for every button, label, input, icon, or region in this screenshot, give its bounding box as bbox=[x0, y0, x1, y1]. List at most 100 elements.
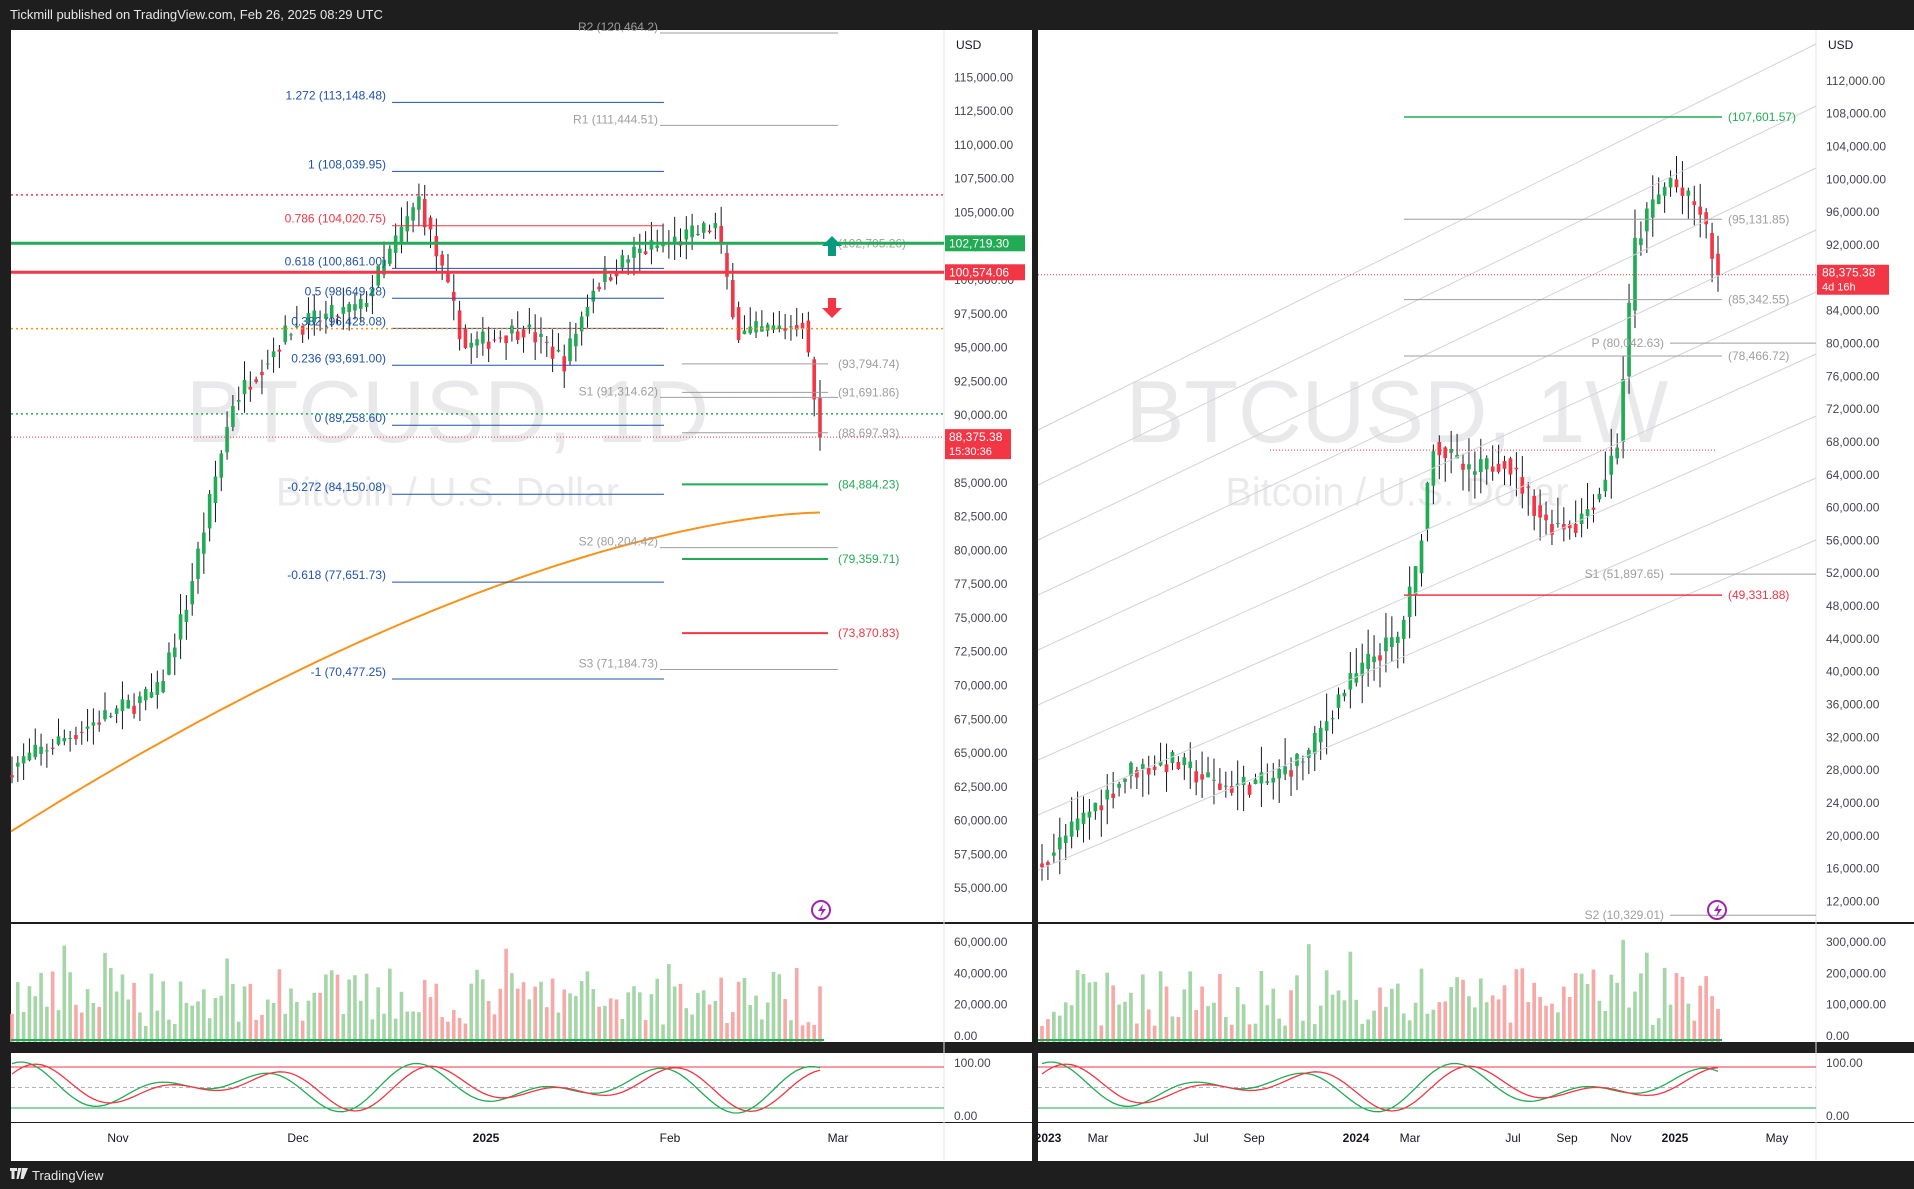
volume-bar bbox=[1585, 984, 1590, 1042]
candle-body bbox=[364, 303, 369, 308]
y-tick-label: 20,000.00 bbox=[1826, 829, 1880, 843]
volume-bar bbox=[1437, 1002, 1442, 1042]
candle-body bbox=[295, 326, 299, 328]
candle-body bbox=[1473, 471, 1477, 475]
volume-bar bbox=[167, 1019, 171, 1042]
volume-bar bbox=[324, 974, 328, 1042]
y-tick-label: 92,500.00 bbox=[954, 374, 1008, 388]
candle-body bbox=[614, 272, 619, 277]
candle-body bbox=[533, 332, 537, 343]
volume-bar bbox=[1372, 1010, 1376, 1042]
volume-bar bbox=[725, 1023, 729, 1042]
candle-body bbox=[312, 310, 317, 323]
candle-body bbox=[504, 335, 508, 344]
volume-bar bbox=[1093, 981, 1098, 1042]
candle-body bbox=[1437, 441, 1442, 456]
volume-bar bbox=[1461, 979, 1465, 1042]
y-tick-label: 24,000.00 bbox=[1826, 796, 1880, 810]
candle-body bbox=[457, 310, 462, 340]
candle-body bbox=[1490, 466, 1495, 472]
volume-bar bbox=[312, 992, 317, 1042]
alert-icon bbox=[1707, 900, 1727, 920]
candle-body bbox=[1520, 477, 1525, 494]
volume-bar bbox=[731, 1012, 735, 1042]
volume-bar bbox=[1123, 1001, 1127, 1042]
candle-body bbox=[643, 251, 648, 255]
watermark-symbol: BTCUSD, 1W bbox=[1126, 362, 1669, 461]
candle-body bbox=[1069, 821, 1074, 837]
fib-level-label: 0.786 (104,020.75) bbox=[285, 212, 386, 226]
candle-body bbox=[527, 324, 532, 328]
volume-bar bbox=[533, 986, 537, 1042]
candle-body bbox=[789, 326, 793, 328]
volume-bar bbox=[451, 1009, 456, 1042]
candle-body bbox=[521, 329, 526, 338]
x-tick-label: Mar bbox=[1400, 1131, 1421, 1145]
candle-body bbox=[1550, 524, 1554, 535]
volume-bar bbox=[97, 1006, 101, 1042]
volume-bar bbox=[818, 986, 822, 1042]
candle-body bbox=[114, 708, 119, 714]
volume-bar bbox=[1431, 1009, 1436, 1042]
volume-bar bbox=[1069, 1005, 1074, 1042]
candle-body bbox=[1401, 619, 1406, 639]
volume-bar bbox=[1271, 988, 1276, 1042]
pivot-label: R1 (111,444.51) bbox=[573, 112, 658, 126]
candle-body bbox=[539, 333, 543, 337]
volume-bar bbox=[1277, 1018, 1282, 1042]
volume-bar bbox=[1247, 1024, 1252, 1042]
candle-body bbox=[231, 406, 235, 428]
candle-body bbox=[172, 647, 177, 658]
footer-brand[interactable]: TradingView bbox=[32, 1168, 104, 1183]
channel-line bbox=[1037, 415, 1817, 761]
tradingview-logo-icon[interactable] bbox=[10, 1168, 28, 1182]
volume-bar bbox=[690, 1014, 694, 1042]
candle-body bbox=[1253, 779, 1258, 785]
volume-bar bbox=[50, 971, 55, 1042]
candle-body bbox=[1449, 449, 1453, 453]
volume-bar bbox=[504, 948, 508, 1042]
candle-body bbox=[1307, 750, 1311, 758]
candle-body bbox=[475, 339, 479, 346]
osc-d-line bbox=[11, 1063, 821, 1113]
candle-body bbox=[725, 253, 729, 277]
candle-body bbox=[120, 699, 125, 712]
candle-body bbox=[1354, 673, 1359, 683]
candle-body bbox=[515, 331, 520, 340]
pivot-label: S3 (71,184.73) bbox=[579, 656, 658, 670]
level-label: (78,466.72) bbox=[1728, 349, 1789, 363]
candle-body bbox=[1674, 179, 1679, 188]
candle-body bbox=[1538, 505, 1542, 518]
volume-bar bbox=[1164, 986, 1169, 1042]
volume-bar bbox=[422, 979, 427, 1042]
volume-bar bbox=[155, 1010, 160, 1042]
candle-body bbox=[1360, 662, 1365, 676]
volume-bar bbox=[550, 978, 555, 1042]
volume-bar bbox=[1544, 1005, 1548, 1042]
watermark-description: Bitcoin / U.S. Dollar bbox=[1225, 470, 1568, 514]
candle-body bbox=[248, 386, 253, 390]
candle-body bbox=[324, 313, 328, 319]
candle-body bbox=[1615, 447, 1620, 459]
candle-body bbox=[1336, 694, 1341, 708]
candle-body bbox=[1585, 509, 1590, 516]
volume-bar bbox=[271, 1002, 276, 1042]
volume-bar bbox=[527, 999, 532, 1042]
candle-body bbox=[1075, 818, 1080, 831]
volume-bar bbox=[719, 977, 723, 1042]
candle-body bbox=[1117, 783, 1121, 788]
time-axis bbox=[1038, 1123, 1914, 1161]
volume-bar bbox=[1301, 1020, 1305, 1042]
volume-bar bbox=[498, 988, 503, 1042]
weekly-chart-panel: BTCUSD, 1W Bitcoin / U.S. Dollar USD 112,00… bbox=[1035, 30, 1914, 1161]
y-tick-label: 60,000.00 bbox=[954, 814, 1008, 828]
candle-body bbox=[74, 735, 78, 740]
volume-bar bbox=[1662, 967, 1667, 1042]
volume-bar bbox=[265, 999, 270, 1042]
candle-body bbox=[690, 225, 694, 238]
candle-body bbox=[347, 303, 351, 313]
last-price-label: 88,375.38 bbox=[949, 430, 1003, 444]
candle-body bbox=[132, 705, 136, 714]
candle-body bbox=[574, 333, 578, 347]
